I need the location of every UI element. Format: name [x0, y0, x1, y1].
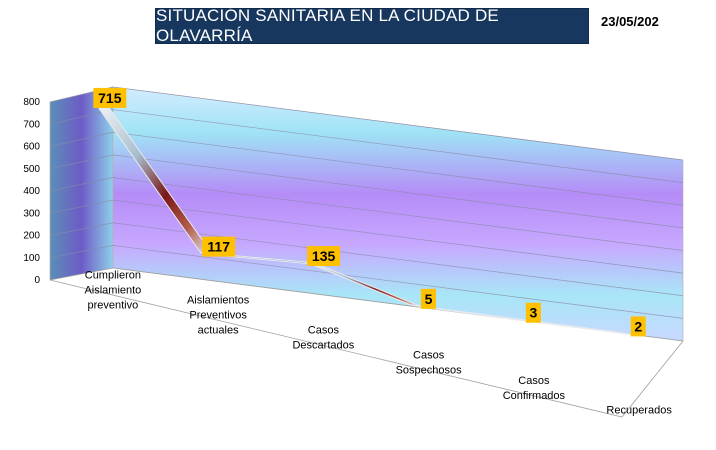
gridline	[49, 222, 684, 297]
line-series-segment	[515, 318, 633, 336]
gridline	[49, 109, 684, 183]
data-label: 117	[202, 236, 236, 257]
data-label-value: 2	[634, 318, 642, 334]
data-label-box	[93, 87, 127, 108]
data-label: 135	[307, 246, 341, 267]
chart-title: SITUACIÓN SANITARIA EN LA CIUDAD DE OLAV…	[156, 6, 499, 45]
data-label: 715	[93, 87, 127, 108]
y-tick-label: 200	[23, 231, 40, 242]
data-label-box	[307, 246, 341, 267]
y-tick-label: 100	[23, 253, 40, 264]
data-label: 2	[630, 316, 646, 337]
gridline	[49, 131, 684, 206]
data-label: 3	[525, 302, 541, 323]
gridline	[49, 177, 684, 251]
report-date: 23/05/202	[601, 14, 659, 29]
category-label: Cumplieron Aislamiento preventivo	[84, 269, 141, 311]
data-label-value: 715	[98, 90, 122, 106]
chart-floor	[49, 267, 684, 418]
y-tick-label: 800	[23, 97, 40, 108]
data-label-box	[525, 302, 541, 323]
category-label: Casos Descartados	[292, 324, 354, 351]
category-label: Casos Sospechosos	[396, 350, 463, 377]
gridline	[49, 199, 684, 274]
data-label-value: 5	[425, 291, 433, 307]
y-tick-label: 700	[23, 119, 40, 130]
data-label-value: 3	[529, 305, 537, 321]
gridline	[49, 154, 684, 229]
y-tick-label: 600	[23, 142, 40, 153]
y-tick-label: 300	[23, 208, 40, 219]
y-tick-label: 400	[23, 186, 40, 197]
gridline	[49, 245, 684, 319]
data-label-box	[420, 288, 436, 309]
gridline	[49, 86, 684, 161]
category-label: Casos Confirmados	[503, 375, 566, 402]
category-label: Recuperados	[606, 405, 672, 417]
category-label: Aislamientos Preventivos actuales	[187, 295, 250, 337]
chart-title-box: SITUACIÓN SANITARIA EN LA CIUDAD DE OLAV…	[155, 6, 589, 45]
data-label-box	[630, 316, 646, 337]
y-tick-label: 0	[34, 275, 40, 286]
side-wall	[49, 86, 114, 281]
data-label-value: 117	[207, 239, 230, 255]
data-label-box	[202, 236, 236, 257]
y-tick-label: 500	[23, 164, 40, 175]
data-label: 5	[420, 288, 436, 309]
data-label-value: 135	[312, 248, 336, 264]
